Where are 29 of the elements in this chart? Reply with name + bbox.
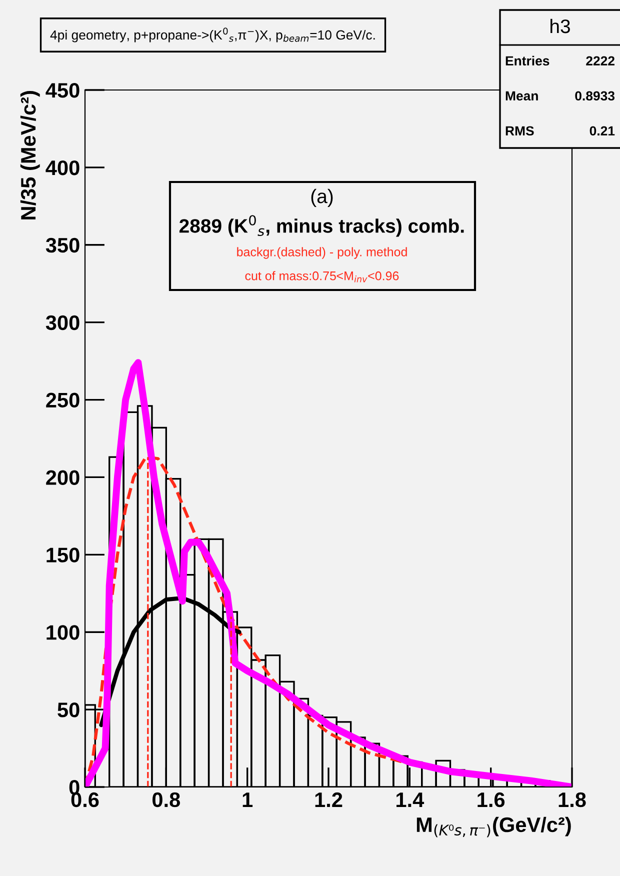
- x-tick-label: 1.6: [478, 792, 505, 808]
- x-tick-label: 1.2: [315, 792, 342, 807]
- annotation: 2889 (K$^{0}$$_{s}$, minus tracks) comb.: [179, 215, 464, 237]
- y-tick-label: 200: [46, 470, 80, 485]
- x-tick-label: 1.4: [396, 792, 424, 807]
- text: Entries: [506, 56, 550, 66]
- text: 2222: [586, 56, 614, 66]
- y-tick-label: 350: [46, 238, 80, 253]
- x-axis-title: M$_{(K⁰s,π⁻)}$(GeV/c²): [416, 816, 571, 838]
- y-axis-title: N/35 (MeV/c²): [20, 91, 40, 220]
- y-tick-label: 300: [46, 315, 80, 330]
- x-tick-label: 1: [242, 792, 253, 807]
- y-tick-label: 150: [46, 548, 80, 562]
- x-tick-label: 0.8: [152, 792, 180, 808]
- y-tick-label: 50: [58, 702, 80, 718]
- text: 0.8933: [575, 91, 615, 101]
- x-tick-label: 1.8: [558, 792, 586, 808]
- y-tick-label: 250: [46, 392, 80, 408]
- y-tick-label: 100: [46, 625, 80, 640]
- annotation: Mean: [506, 91, 538, 101]
- annotation: cut of mass:0.75<M$_{inv}$<0.96: [245, 271, 399, 282]
- y-tick-label: 450: [46, 83, 80, 98]
- annotation: backgr.(dashed) - poly. method: [237, 247, 407, 259]
- chart-title: 4pi geometry, p+propane->(K$^{0}$$_{s}$,π$^{−}$)X, p$_{beam}$=10 GeV/c.: [50, 28, 375, 42]
- annotation: RMS: [506, 126, 534, 136]
- text: 0.21: [590, 126, 615, 136]
- text: h3: [550, 18, 570, 34]
- annotation: (a): [311, 188, 333, 208]
- y-tick-label: 400: [46, 160, 80, 176]
